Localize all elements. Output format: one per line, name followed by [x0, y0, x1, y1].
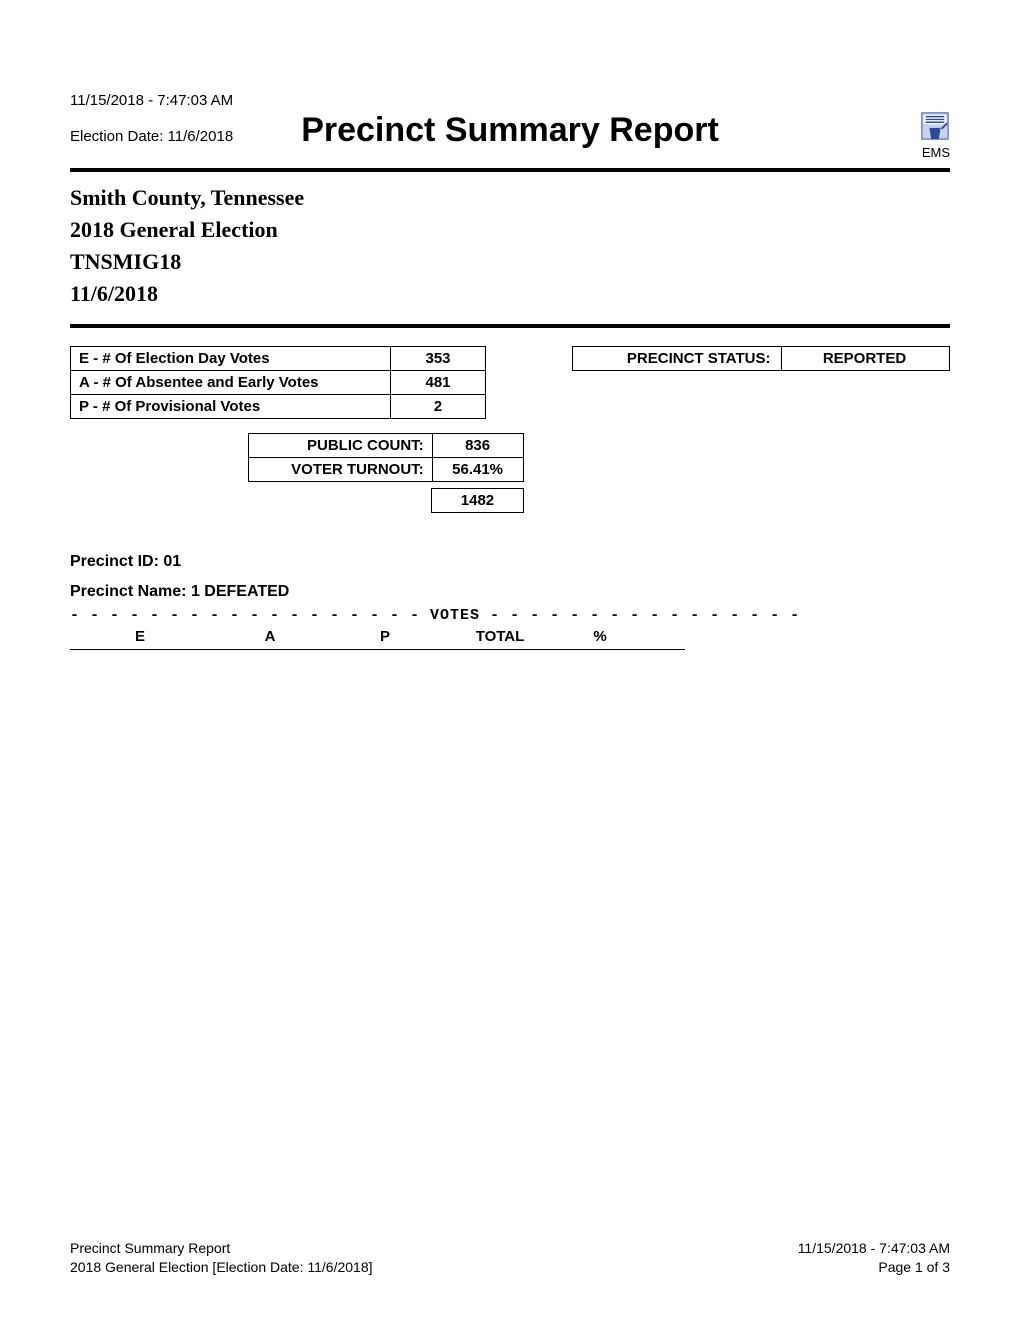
divider-top	[70, 168, 950, 172]
votes-separator: - - - - - - - - - - - - - - - - - - VOTE…	[70, 607, 950, 624]
generated-timestamp: 11/15/2018 - 7:47:03 AM	[70, 90, 950, 111]
footer-right: 11/15/2018 - 7:47:03 AM Page 1 of 3	[798, 1239, 950, 1278]
col-e: E	[70, 628, 210, 645]
precinct-status-label: PRECINCT STATUS:	[572, 346, 782, 371]
table-row: VOTER TURNOUT: 56.41%	[249, 457, 524, 481]
ems-label: EMS	[922, 145, 950, 160]
election-date-label: Election Date: 11/6/2018	[70, 126, 290, 147]
summary-left: E - # Of Election Day Votes 353 A - # Of…	[70, 346, 524, 513]
col-total: TOTAL	[440, 628, 560, 645]
footer-page-number: Page 1 of 3	[798, 1258, 950, 1278]
status-block: PRECINCT STATUS: REPORTED	[572, 346, 951, 371]
footer-report-name: Precinct Summary Report	[70, 1239, 373, 1259]
vote-count-table: E - # Of Election Day Votes 353 A - # Of…	[70, 346, 486, 419]
summary-row: E - # Of Election Day Votes 353 A - # Of…	[70, 346, 950, 513]
public-count-value: 836	[432, 433, 523, 457]
page: 11/15/2018 - 7:47:03 AM Election Date: 1…	[0, 0, 1020, 650]
table-row: A - # Of Absentee and Early Votes 481	[71, 370, 486, 394]
ems-logo-icon	[920, 111, 950, 141]
e-label: E - # Of Election Day Votes	[71, 346, 391, 370]
election-code: TNSMIG18	[70, 246, 950, 278]
footer-election-info: 2018 General Election [Election Date: 11…	[70, 1258, 373, 1278]
p-label: P - # Of Provisional Votes	[71, 394, 391, 418]
precinct-name: Precinct Name: 1 DEFEATED	[70, 583, 950, 601]
public-count-label: PUBLIC COUNT:	[249, 433, 433, 457]
precinct-block: Precinct ID: 01 Precinct Name: 1 DEFEATE…	[70, 553, 950, 650]
table-row: PUBLIC COUNT: 836	[249, 433, 524, 457]
page-title: Precinct Summary Report	[290, 111, 730, 150]
voter-turnout-value: 56.41%	[432, 457, 523, 481]
footer-timestamp: 11/15/2018 - 7:47:03 AM	[798, 1239, 950, 1259]
column-header-row: E A P TOTAL %	[70, 628, 685, 650]
col-percent: %	[560, 628, 640, 645]
voter-turnout-label: VOTER TURNOUT:	[249, 457, 433, 481]
title-row: Election Date: 11/6/2018 Precinct Summar…	[70, 111, 950, 160]
a-value: 481	[391, 370, 486, 394]
table-row: 1482	[248, 488, 523, 512]
county-line: Smith County, Tennessee	[70, 182, 950, 214]
e-value: 353	[391, 346, 486, 370]
totals-table: PUBLIC COUNT: 836 VOTER TURNOUT: 56.41%	[248, 433, 524, 482]
election-date: 11/6/2018	[70, 278, 950, 310]
registered-table: 1482	[248, 488, 524, 513]
election-name: 2018 General Election	[70, 214, 950, 246]
footer-left: Precinct Summary Report 2018 General Ele…	[70, 1239, 373, 1278]
p-value: 2	[391, 394, 486, 418]
table-row: E - # Of Election Day Votes 353	[71, 346, 486, 370]
spacer-cell	[248, 488, 432, 512]
registered-value: 1482	[432, 488, 523, 512]
table-row: P - # Of Provisional Votes 2	[71, 394, 486, 418]
page-footer: Precinct Summary Report 2018 General Ele…	[70, 1239, 950, 1278]
divider-mid	[70, 324, 950, 328]
precinct-id: Precinct ID: 01	[70, 553, 950, 571]
precinct-status-value: REPORTED	[780, 346, 950, 371]
a-label: A - # Of Absentee and Early Votes	[71, 370, 391, 394]
col-a: A	[210, 628, 330, 645]
col-p: P	[330, 628, 440, 645]
